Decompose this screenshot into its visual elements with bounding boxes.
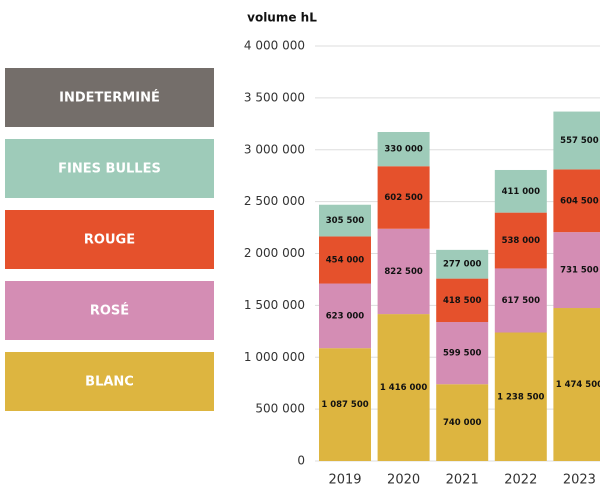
- y-tick-label: 0: [297, 454, 305, 468]
- bar-segment: [494, 332, 547, 461]
- data-label: 1 238 500: [497, 392, 544, 402]
- data-label: 305 500: [326, 216, 365, 226]
- x-tick-label: 2022: [504, 473, 537, 488]
- data-label: 418 500: [443, 296, 482, 306]
- data-label: 557 500: [560, 136, 599, 146]
- bar-segment: [494, 268, 547, 333]
- data-label: 599 500: [443, 349, 482, 359]
- bar-segment: [436, 278, 489, 323]
- bar-segment: [553, 308, 600, 461]
- bar-segment: [436, 322, 489, 385]
- legend-label: BLANC: [85, 375, 134, 390]
- y-tick-label: 1 000 000: [244, 350, 305, 364]
- legend-swatch: [5, 281, 214, 340]
- legend-label: FINES BULLES: [58, 162, 161, 177]
- bar-segment: [553, 111, 600, 170]
- y-tick-label: 2 000 000: [244, 246, 305, 260]
- y-tick-label: 4 000 000: [244, 39, 305, 53]
- data-label: 731 500: [560, 266, 599, 276]
- legend-swatch: [5, 352, 214, 411]
- legend-label: ROSÉ: [90, 303, 129, 319]
- data-label: 454 000: [326, 255, 365, 265]
- y-tick-label: 3 500 000: [244, 90, 305, 104]
- data-label: 1 416 000: [380, 383, 427, 393]
- data-label: 602 500: [384, 193, 423, 203]
- legend-label: INDETERMINÉ: [59, 90, 160, 106]
- x-tick-label: 2021: [446, 473, 479, 488]
- legend-swatch: [5, 68, 214, 127]
- bar-segment: [436, 249, 489, 279]
- legend-label: ROUGE: [84, 233, 135, 248]
- y-tick-label: 3 000 000: [244, 142, 305, 156]
- bar-segment: [319, 348, 371, 461]
- bar-segment: [319, 204, 371, 237]
- x-tick-label: 2019: [328, 473, 361, 488]
- data-label: 822 500: [384, 267, 423, 277]
- y-tick-label: 2 500 000: [244, 194, 305, 208]
- bar-segment: [494, 212, 547, 269]
- data-label: 411 000: [502, 187, 541, 197]
- data-label: 617 500: [502, 296, 541, 306]
- x-tick-label: 2023: [563, 473, 596, 488]
- y-tick-label: 500 000: [255, 402, 305, 416]
- data-label: 604 500: [560, 196, 599, 206]
- bar-segment: [377, 166, 430, 229]
- data-label: 1 474 500: [556, 380, 600, 390]
- bar-segment: [377, 228, 430, 315]
- bar-segment: [319, 236, 371, 284]
- data-label: 740 000: [443, 418, 482, 428]
- bar-segment: [436, 384, 489, 461]
- bar-segment: [494, 169, 547, 213]
- bar-segment: [377, 314, 430, 461]
- bar-segment: [377, 132, 430, 167]
- data-label: 1 087 500: [321, 400, 368, 410]
- y-tick-label: 1 500 000: [244, 298, 305, 312]
- bar-segment: [553, 169, 600, 233]
- x-tick-label: 2020: [387, 473, 420, 488]
- data-label: 538 000: [502, 236, 541, 246]
- y-axis-label: volume hL: [247, 11, 317, 25]
- legend-swatch: [5, 210, 214, 269]
- data-label: 330 000: [384, 145, 423, 155]
- legend-swatch: [5, 139, 214, 198]
- data-label: 623 000: [326, 311, 365, 321]
- bar-segment: [319, 283, 371, 349]
- bar-segment: [553, 232, 600, 309]
- data-label: 277 000: [443, 260, 482, 270]
